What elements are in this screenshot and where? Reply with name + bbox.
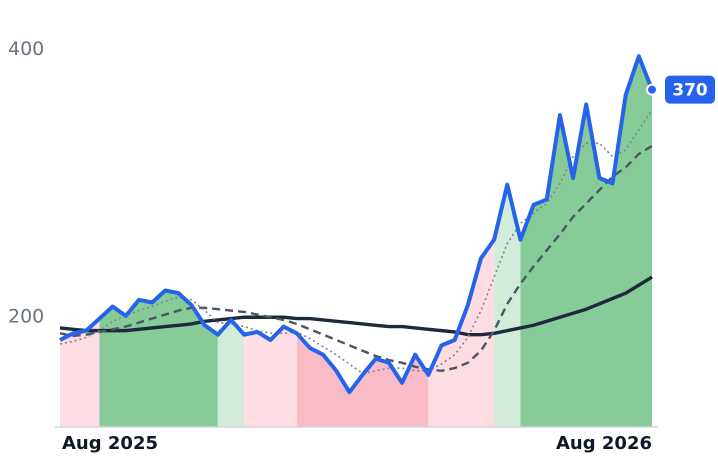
regime-area [217, 319, 245, 427]
line-series [59, 144, 653, 372]
last-value-label: 370 [672, 81, 708, 101]
regime-area [244, 326, 297, 427]
line-series [59, 54, 654, 395]
line-series [59, 275, 653, 337]
line-series [59, 109, 653, 375]
x-tick-label: Aug 2025 [62, 433, 158, 454]
y-tick-label: 400 [8, 38, 44, 60]
regime-area [296, 333, 429, 427]
x-tick-label: Aug 2026 [556, 433, 652, 454]
regime-area [494, 184, 521, 427]
regime-area [60, 318, 100, 427]
last-value-badge [665, 75, 715, 104]
y-tick-label: 200 [8, 306, 44, 328]
last-point [646, 83, 658, 96]
